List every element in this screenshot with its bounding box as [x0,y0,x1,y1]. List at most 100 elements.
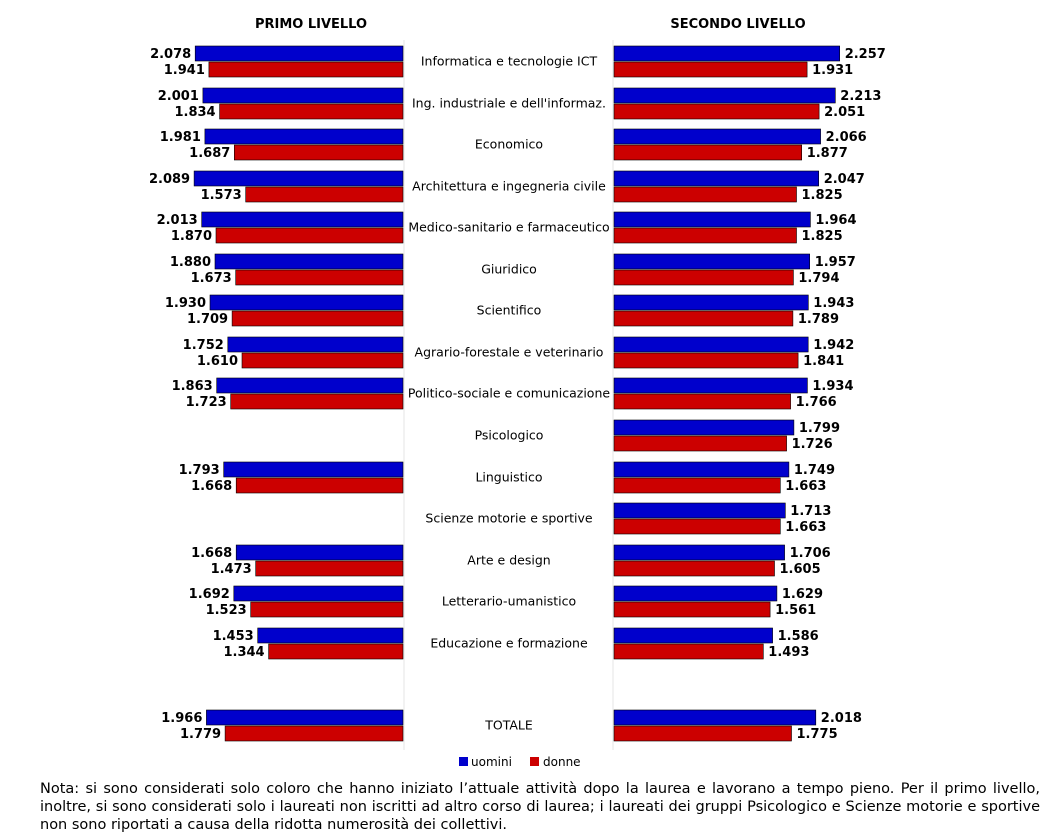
data-label: 1.942 [813,338,854,353]
data-label: 1.610 [197,354,238,369]
bar-primo-donne [215,227,404,244]
data-label: 1.793 [179,463,220,478]
data-label: 1.789 [798,312,839,327]
bar-secondo-donne [613,186,797,203]
bar-primo-donne [235,269,404,286]
bar-secondo-uomini [613,128,821,145]
bar-secondo-uomini [613,709,817,726]
bar-primo-donne [268,643,404,660]
bar-primo-uomini [233,585,404,602]
bar-primo-uomini [201,211,404,228]
data-label: 1.752 [183,338,224,353]
bar-secondo-uomini [613,87,836,104]
category-label: Giuridico [481,262,537,277]
data-label: 1.344 [223,645,264,660]
bar-primo-donne [250,601,404,618]
footnote: Nota: si sono considerati solo coloro ch… [40,781,1040,833]
panel-title-right: SECONDO LIVELLO [670,17,805,32]
bar-secondo-donne [613,518,781,535]
bar-primo-donne [224,725,404,742]
data-label: 1.981 [160,130,201,145]
data-label: 1.834 [174,105,215,120]
data-label: 1.668 [191,479,232,494]
data-label: 1.668 [191,546,232,561]
bar-secondo-donne [613,393,791,410]
bar-primo-uomini [216,377,404,394]
bar-primo-uomini [194,45,404,62]
data-label: 1.692 [189,587,230,602]
bar-primo-uomini [214,253,404,270]
data-label: 1.629 [782,587,823,602]
category-label: Arte e design [467,553,550,568]
bar-secondo-donne [613,269,794,286]
data-label: 1.775 [797,727,838,742]
bar-secondo-donne [613,560,775,577]
data-label: 1.706 [790,546,831,561]
data-label: 1.779 [180,727,221,742]
bar-secondo-donne [613,103,820,120]
category-label: Politico-sociale e comunicazione [408,386,610,401]
category-label: TOTALE [484,718,533,733]
legend-swatch-donne [530,757,539,766]
data-label: 1.766 [796,395,837,410]
bar-secondo-donne [613,227,797,244]
data-label: 1.966 [161,711,202,726]
data-label: 1.943 [813,296,854,311]
bar-primo-uomini [202,87,404,104]
salary-bar-chart: PRIMO LIVELLO SECONDO LIVELLO 2.0781.941… [149,17,886,769]
bar-secondo-donne [613,144,802,161]
data-label: 1.749 [794,463,835,478]
bar-primo-donne [255,560,404,577]
category-label: Agrario-forestale e veterinario [415,345,604,360]
data-label: 1.561 [775,603,816,618]
data-label: 1.493 [768,645,809,660]
data-label: 1.687 [189,146,230,161]
data-label: 1.825 [802,229,843,244]
bar-secondo-uomini [613,585,778,602]
data-label: 1.453 [213,629,254,644]
bar-primo-uomini [257,627,404,644]
bar-primo-uomini [235,544,404,561]
bar-primo-donne [219,103,404,120]
category-label: Medico-sanitario e farmaceutico [408,220,609,235]
data-label: 1.523 [206,603,247,618]
bar-secondo-uomini [613,377,808,394]
data-label: 1.673 [191,271,232,286]
bar-secondo-uomini [613,294,809,311]
data-label: 2.051 [824,105,865,120]
data-label: 1.941 [164,63,205,78]
data-label: 2.047 [824,172,865,187]
data-label: 2.257 [845,47,886,62]
category-label: Scientifico [477,303,542,318]
data-label: 1.870 [171,229,212,244]
bar-secondo-donne [613,643,764,660]
category-label: Scienze motorie e sportive [425,511,592,526]
data-label: 1.964 [815,213,856,228]
bar-secondo-uomini [613,461,790,478]
category-label: Educazione e formazione [430,636,588,651]
category-label: Ing. industriale e dell'informaz. [412,96,606,111]
data-label: 2.018 [821,711,862,726]
data-label: 1.794 [798,271,839,286]
bar-primo-donne [208,61,404,78]
legend-label-donne: donne [543,755,581,769]
data-label: 1.573 [201,188,242,203]
data-label: 2.078 [150,47,191,62]
bar-primo-donne [235,477,404,494]
bar-primo-donne [241,352,404,369]
bar-secondo-uomini [613,253,810,270]
data-label: 1.957 [815,255,856,270]
bar-secondo-uomini [613,336,809,353]
data-label: 1.663 [785,479,826,494]
data-label: 1.726 [792,437,833,452]
bar-primo-donne [230,393,404,410]
data-label: 1.799 [799,421,840,436]
bar-primo-uomini [193,170,404,187]
bar-primo-uomini [209,294,404,311]
bar-secondo-donne [613,352,799,369]
bar-primo-donne [231,310,404,327]
data-label: 1.473 [211,562,252,577]
bar-secondo-donne [613,477,781,494]
bar-secondo-uomini [613,627,773,644]
